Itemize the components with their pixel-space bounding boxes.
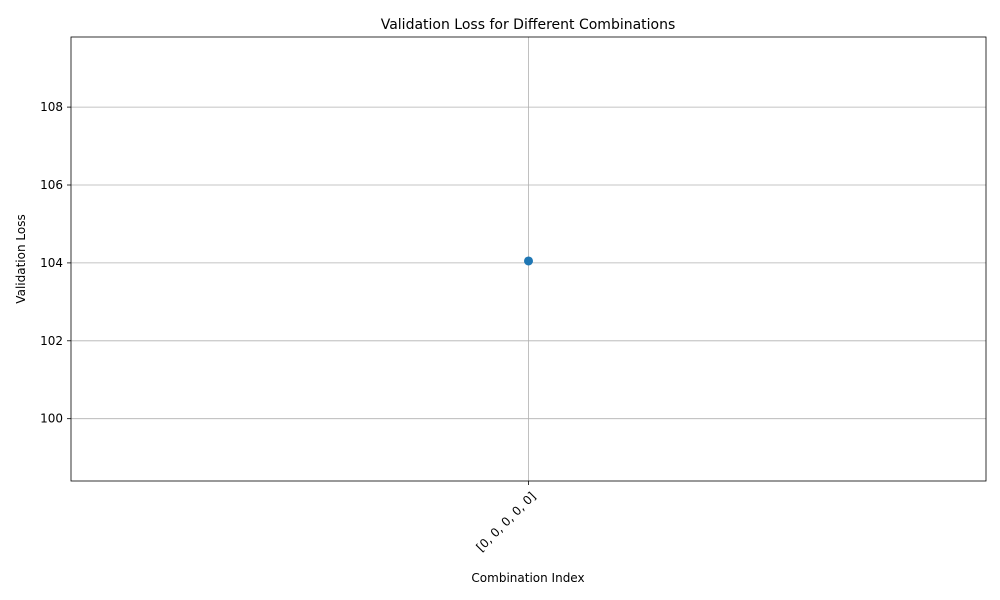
axes bbox=[67, 36, 987, 485]
data-series bbox=[524, 256, 533, 266]
y-tick-label: 102 bbox=[40, 334, 63, 348]
chart-title: Validation Loss for Different Combinatio… bbox=[381, 17, 676, 33]
y-tick-label: 108 bbox=[40, 100, 63, 114]
data-point bbox=[524, 256, 533, 266]
y-axis-label: Validation Loss bbox=[14, 214, 28, 303]
tick-labels: 100 102 104 106 108 [0, 0, 0, 0, 0] bbox=[40, 100, 539, 554]
plot-frame bbox=[70, 36, 987, 482]
x-tick-label: [0, 0, 0, 0, 0] bbox=[474, 489, 539, 554]
y-tick-label: 106 bbox=[40, 178, 63, 192]
y-tick-label: 104 bbox=[40, 256, 63, 270]
x-axis-label: Combination Index bbox=[471, 571, 584, 585]
y-tick-label: 100 bbox=[40, 412, 63, 426]
